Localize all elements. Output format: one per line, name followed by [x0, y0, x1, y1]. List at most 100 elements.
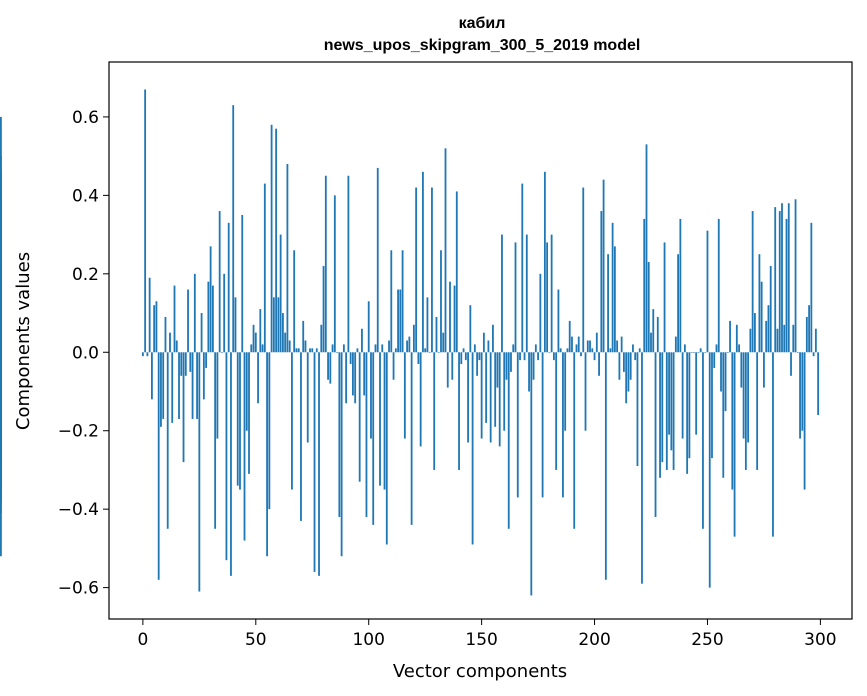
bar	[785, 218, 788, 353]
bar	[356, 348, 359, 353]
bar	[735, 324, 738, 353]
bar	[397, 289, 399, 353]
bar	[704, 352, 707, 353]
y-tick-label: 0.2	[72, 265, 99, 285]
bar	[778, 211, 781, 353]
bar	[184, 352, 187, 376]
bar	[370, 352, 372, 439]
bar	[302, 320, 305, 353]
bar	[175, 340, 178, 353]
bar	[774, 207, 777, 353]
bar	[611, 222, 614, 353]
bar	[288, 340, 291, 353]
bar	[478, 352, 481, 361]
bar	[408, 336, 411, 353]
bar	[367, 301, 370, 353]
bar	[643, 218, 646, 353]
bar	[702, 352, 704, 529]
bar	[534, 344, 537, 353]
bar	[812, 352, 815, 357]
bar	[530, 352, 533, 596]
x-tick-label: 50	[245, 630, 267, 650]
y-tick-label: 0.4	[72, 186, 99, 206]
bar	[514, 242, 517, 353]
bar	[250, 344, 253, 353]
bar	[419, 352, 422, 447]
bar	[151, 352, 153, 400]
bar	[358, 352, 361, 482]
bar	[683, 344, 686, 353]
bar	[487, 340, 490, 353]
bar	[568, 320, 571, 353]
bar	[272, 297, 275, 353]
bar	[223, 273, 226, 353]
bar	[589, 340, 591, 353]
y-tick-label: −0.4	[58, 500, 99, 520]
bar	[252, 324, 255, 353]
bar	[295, 348, 298, 353]
bar	[636, 352, 639, 467]
bar	[548, 352, 551, 353]
bar	[363, 352, 366, 396]
bar	[200, 313, 203, 353]
bar	[324, 175, 327, 353]
bar	[810, 222, 813, 353]
bar	[539, 273, 542, 353]
bar	[623, 352, 625, 372]
y-tick-label: 0.0	[72, 343, 99, 363]
bar	[268, 352, 271, 510]
bar	[365, 352, 368, 518]
bar	[155, 301, 158, 353]
bar	[758, 254, 761, 353]
bar	[686, 352, 689, 474]
bar	[435, 316, 438, 353]
bar	[690, 352, 693, 353]
bar	[202, 352, 205, 400]
x-tick-label: 150	[465, 630, 497, 650]
bar	[221, 352, 223, 353]
bar	[494, 352, 497, 427]
bar	[659, 352, 661, 478]
bar	[805, 316, 808, 353]
bar	[329, 352, 332, 384]
bar	[322, 265, 325, 353]
bar	[799, 352, 801, 439]
bar	[327, 352, 329, 380]
bar	[749, 328, 752, 353]
bar	[440, 250, 442, 353]
bar	[331, 344, 334, 353]
bar	[582, 187, 585, 353]
bar	[410, 352, 413, 525]
bar	[510, 352, 512, 372]
bar	[681, 352, 684, 439]
bar	[573, 352, 576, 529]
bar	[620, 336, 623, 353]
bar	[340, 352, 343, 557]
x-tick-label: 250	[691, 630, 723, 650]
bar	[634, 352, 637, 361]
bar	[205, 352, 208, 368]
bar	[311, 348, 314, 353]
bar	[291, 352, 293, 490]
bar	[453, 285, 456, 353]
bar	[792, 324, 795, 353]
bar	[559, 348, 562, 353]
bar	[528, 352, 530, 392]
bar	[641, 352, 643, 584]
bar	[738, 344, 740, 353]
bar	[309, 348, 311, 353]
bar	[607, 254, 609, 353]
bar	[214, 352, 217, 529]
bar	[586, 340, 589, 353]
bar	[729, 320, 731, 353]
bar	[783, 324, 786, 353]
bar	[665, 352, 668, 470]
bar	[552, 352, 555, 361]
bar	[706, 230, 709, 353]
bar	[708, 352, 711, 588]
bar	[157, 352, 160, 580]
bar	[261, 344, 264, 353]
bar	[717, 218, 720, 353]
bar	[485, 352, 488, 423]
bar	[401, 250, 404, 353]
